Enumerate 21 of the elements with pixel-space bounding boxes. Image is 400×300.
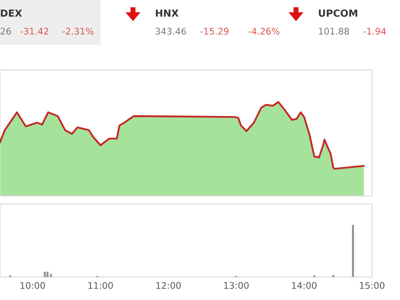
x-tick-label: 14:00 [292,282,317,289]
text: UPCOM [318,9,358,17]
text: HNX [156,10,179,17]
x-tick-label: 12:00 [156,282,181,289]
text: -1.94 [363,28,386,35]
bar [50,274,52,277]
text: -4.26% [248,28,280,35]
x-tick-label: 15:00 [360,282,384,289]
bar [352,224,354,277]
bar [46,272,49,277]
text: DEX [0,10,22,17]
bar [44,272,46,277]
x-tick-label: 13:00 [224,282,249,289]
x-tick-label: 10:00 [20,282,45,289]
text: -15.29 [200,28,228,35]
text: 343.46 [156,28,186,35]
text: -2.31% [62,28,94,35]
x-tick-label: 11:00 [88,282,113,289]
text: -31.42 [20,28,48,35]
text: 101.88 [318,28,349,35]
text: 26 [0,28,11,35]
